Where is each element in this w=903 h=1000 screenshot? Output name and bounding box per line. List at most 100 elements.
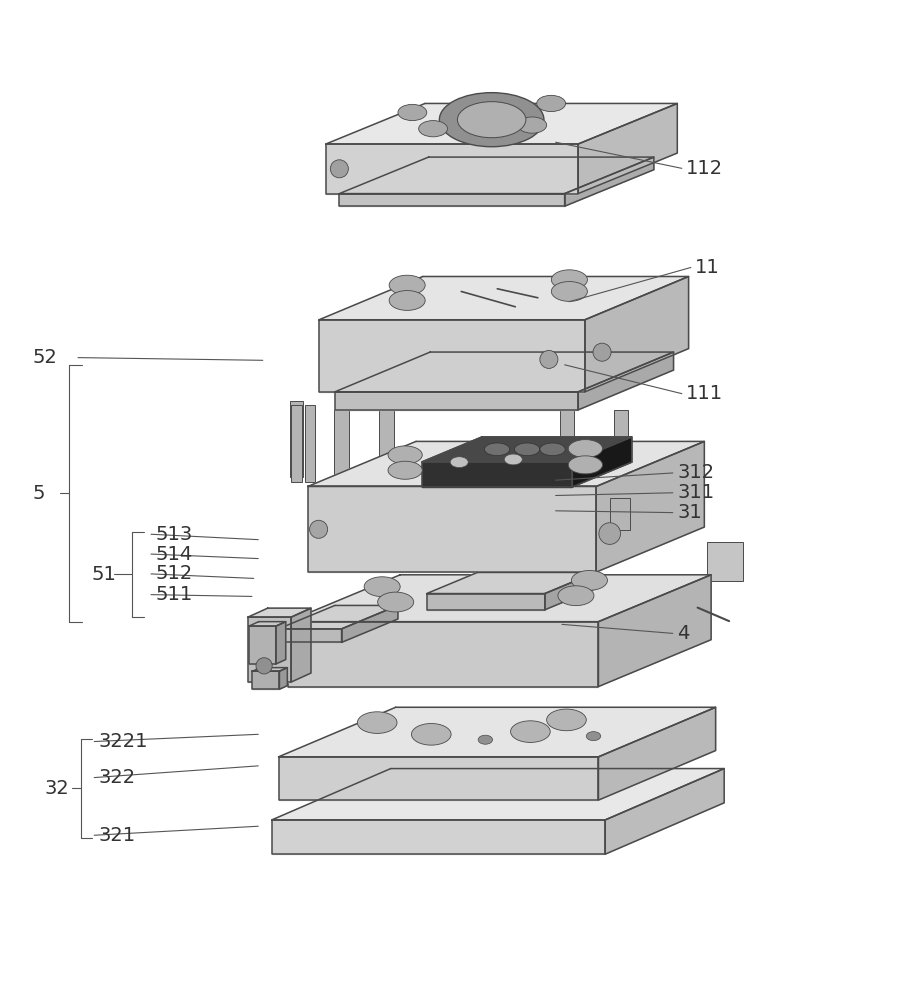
Text: 11: 11: [694, 258, 720, 277]
Text: 312: 312: [676, 463, 713, 482]
Polygon shape: [426, 594, 545, 610]
Polygon shape: [334, 352, 673, 392]
Ellipse shape: [504, 454, 522, 465]
Ellipse shape: [568, 456, 601, 474]
Polygon shape: [275, 622, 285, 664]
Polygon shape: [422, 437, 631, 462]
Ellipse shape: [418, 121, 447, 137]
Polygon shape: [325, 144, 578, 194]
Bar: [379, 410, 394, 477]
Text: 112: 112: [685, 159, 722, 178]
Text: 512: 512: [155, 564, 192, 583]
Bar: [304, 405, 315, 482]
Ellipse shape: [478, 735, 492, 744]
Polygon shape: [287, 622, 598, 687]
Ellipse shape: [388, 291, 424, 310]
Text: 111: 111: [685, 384, 722, 403]
Polygon shape: [252, 671, 279, 689]
Polygon shape: [572, 437, 631, 487]
Polygon shape: [564, 157, 653, 206]
Polygon shape: [596, 441, 703, 572]
Ellipse shape: [439, 93, 544, 147]
Polygon shape: [291, 608, 311, 682]
Ellipse shape: [377, 592, 414, 612]
Polygon shape: [278, 629, 341, 642]
Polygon shape: [247, 608, 311, 617]
Bar: [706, 542, 742, 581]
Ellipse shape: [539, 443, 564, 456]
Polygon shape: [278, 707, 715, 757]
Ellipse shape: [411, 724, 451, 745]
Polygon shape: [426, 572, 595, 594]
Bar: [291, 405, 302, 482]
Polygon shape: [578, 103, 676, 194]
Ellipse shape: [571, 570, 607, 590]
Ellipse shape: [551, 270, 587, 290]
Ellipse shape: [484, 443, 509, 456]
Polygon shape: [278, 605, 397, 629]
Text: 4: 4: [676, 624, 689, 643]
Ellipse shape: [457, 102, 526, 138]
Text: 311: 311: [676, 483, 713, 502]
Text: 513: 513: [155, 525, 192, 544]
Text: 514: 514: [155, 545, 192, 564]
Text: 31: 31: [676, 503, 702, 522]
Ellipse shape: [568, 440, 601, 458]
Text: 511: 511: [155, 585, 192, 604]
Bar: [559, 410, 573, 477]
Ellipse shape: [586, 732, 600, 741]
Ellipse shape: [388, 275, 424, 295]
Ellipse shape: [517, 117, 546, 133]
Text: 321: 321: [98, 826, 135, 845]
Ellipse shape: [450, 457, 468, 468]
Ellipse shape: [551, 282, 587, 301]
Ellipse shape: [397, 104, 426, 121]
Polygon shape: [248, 622, 285, 626]
Polygon shape: [545, 572, 595, 610]
Bar: [589, 330, 614, 375]
Polygon shape: [341, 605, 397, 642]
Bar: [609, 498, 628, 530]
Polygon shape: [279, 668, 287, 689]
Ellipse shape: [536, 95, 565, 112]
Polygon shape: [319, 320, 584, 392]
Text: 5: 5: [33, 484, 45, 503]
Polygon shape: [319, 276, 688, 320]
Polygon shape: [339, 157, 653, 194]
Bar: [334, 410, 349, 477]
Polygon shape: [334, 392, 578, 410]
Ellipse shape: [387, 446, 422, 464]
Bar: [613, 410, 628, 477]
Polygon shape: [247, 617, 291, 682]
Polygon shape: [422, 462, 572, 487]
Polygon shape: [287, 575, 711, 622]
Ellipse shape: [330, 160, 348, 178]
Polygon shape: [339, 194, 564, 206]
Polygon shape: [598, 575, 711, 687]
Ellipse shape: [592, 343, 610, 361]
Polygon shape: [307, 486, 596, 572]
Polygon shape: [307, 441, 703, 486]
Polygon shape: [278, 757, 598, 800]
Polygon shape: [252, 668, 287, 671]
Polygon shape: [325, 103, 676, 144]
Ellipse shape: [256, 658, 272, 674]
Bar: [290, 401, 303, 477]
Ellipse shape: [514, 443, 539, 456]
Polygon shape: [604, 769, 723, 854]
Ellipse shape: [364, 577, 400, 597]
Polygon shape: [272, 769, 723, 820]
Polygon shape: [248, 626, 275, 664]
Polygon shape: [578, 352, 673, 410]
Ellipse shape: [598, 523, 619, 544]
Text: 322: 322: [98, 768, 135, 787]
Ellipse shape: [546, 709, 586, 731]
Text: 51: 51: [91, 565, 116, 584]
Ellipse shape: [309, 520, 327, 538]
Polygon shape: [598, 707, 715, 800]
Polygon shape: [584, 276, 688, 392]
Ellipse shape: [387, 461, 422, 479]
Ellipse shape: [539, 350, 557, 368]
Ellipse shape: [292, 645, 310, 663]
Ellipse shape: [510, 721, 550, 742]
